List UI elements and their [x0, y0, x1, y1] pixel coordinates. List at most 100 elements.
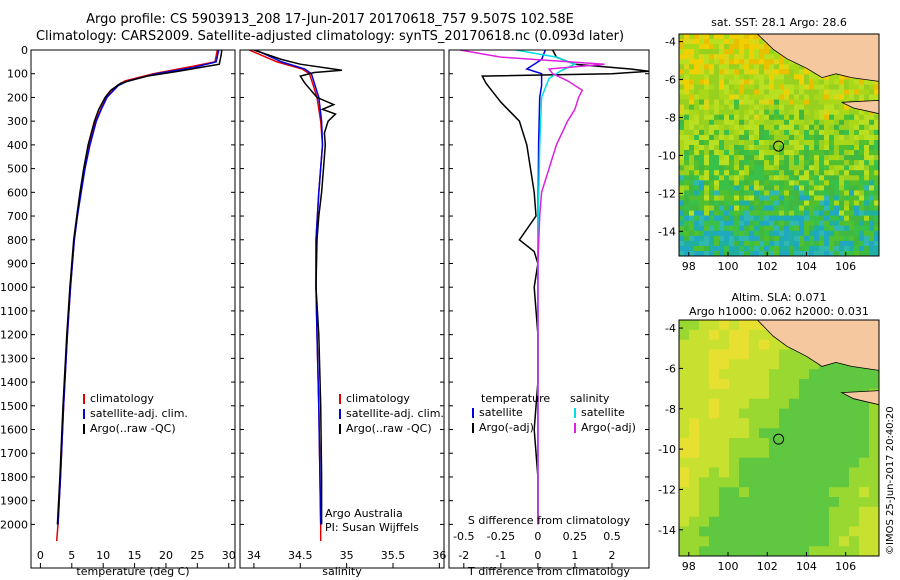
map-cell — [689, 180, 695, 186]
map-cell — [839, 418, 850, 429]
map-cell — [729, 195, 735, 202]
map-cell — [744, 190, 750, 196]
map-cell — [859, 428, 870, 439]
map-cell — [684, 210, 690, 217]
map-cell — [714, 195, 720, 202]
map-cell — [769, 251, 775, 256]
map-cell — [849, 210, 855, 217]
map-cell — [794, 140, 800, 146]
map-cell — [834, 84, 840, 91]
map-cell — [679, 418, 690, 429]
y-tick-label: 100 — [7, 68, 28, 81]
map-cell — [784, 74, 790, 80]
map-cell — [869, 235, 875, 242]
map-cell — [709, 54, 715, 60]
map-cell — [829, 104, 835, 111]
map-cell — [849, 89, 855, 96]
map-cell — [824, 140, 830, 146]
map-cell — [839, 134, 845, 141]
map-cell — [864, 245, 870, 252]
map-cell — [719, 119, 725, 126]
map-cell — [679, 170, 685, 176]
map-cell — [739, 185, 745, 191]
map-cell — [739, 170, 745, 176]
map-cell — [729, 200, 735, 207]
map-cell — [744, 114, 750, 121]
map-cell — [854, 185, 860, 191]
map-cell — [724, 185, 730, 191]
map-cell — [834, 160, 840, 166]
map-cell — [819, 526, 830, 537]
map-cell — [694, 225, 700, 232]
map-cell — [759, 175, 765, 181]
map-cell — [759, 114, 765, 121]
map-cell — [744, 34, 750, 40]
map-cell — [824, 185, 830, 191]
x-tick-label: 5 — [68, 549, 75, 562]
map-cell — [714, 94, 720, 101]
map-cell — [839, 94, 845, 101]
map-cell — [864, 79, 870, 85]
map-cell — [729, 418, 740, 429]
map-cell — [789, 477, 800, 488]
map-cell — [704, 119, 710, 126]
map-cell — [859, 145, 865, 151]
map-cell — [729, 388, 740, 400]
map-cell — [779, 175, 785, 181]
argo-float-marker — [773, 433, 785, 445]
map-cell — [769, 109, 775, 116]
legend-label: Argo(..raw -QC) — [90, 422, 176, 435]
map-cell — [824, 220, 830, 227]
map-cell — [699, 155, 705, 161]
map-cell — [694, 190, 700, 196]
map-cell — [829, 205, 835, 212]
map-cell — [694, 44, 700, 50]
map-cell — [774, 99, 780, 106]
map-cell — [759, 44, 765, 50]
map-cell — [749, 145, 755, 151]
map-cell — [709, 185, 715, 191]
map-cell — [774, 210, 780, 217]
map-cell — [699, 99, 705, 106]
map-cell — [849, 447, 860, 459]
map-cell — [739, 145, 745, 151]
map-cell — [849, 438, 860, 449]
map-cell — [839, 536, 850, 547]
map-cell — [769, 379, 780, 390]
map-cell — [759, 99, 765, 106]
map-cell — [754, 245, 760, 252]
map-cell — [749, 215, 755, 222]
map-cell — [744, 185, 750, 191]
map-cell — [789, 526, 800, 537]
map-cell — [789, 64, 795, 70]
map-cell — [719, 170, 725, 176]
map-cell — [759, 225, 765, 232]
map-cell — [684, 225, 690, 232]
map-cell — [744, 195, 750, 202]
map-cell — [699, 546, 710, 556]
map-cell — [704, 145, 710, 151]
map-cell — [744, 225, 750, 232]
map-cell — [799, 215, 805, 222]
map-cell — [824, 160, 830, 166]
map-cell — [774, 69, 780, 75]
map-cell — [829, 438, 840, 449]
map-cell — [804, 89, 810, 96]
map-cell — [744, 39, 750, 45]
map-cell — [864, 180, 870, 186]
map-cell — [769, 180, 775, 186]
map-cell — [719, 104, 725, 111]
map-cell — [784, 235, 790, 242]
map-cell — [814, 220, 820, 227]
map-cell — [699, 175, 705, 181]
map-cell — [774, 84, 780, 91]
map-cell — [694, 89, 700, 96]
map-cell — [844, 79, 850, 85]
plot-frame — [30, 49, 236, 569]
map-cell — [819, 155, 825, 161]
map-cell — [709, 398, 720, 410]
map-cell — [679, 477, 690, 488]
map-cell — [769, 457, 780, 469]
map-cell — [809, 165, 815, 171]
map-cell — [774, 235, 780, 242]
